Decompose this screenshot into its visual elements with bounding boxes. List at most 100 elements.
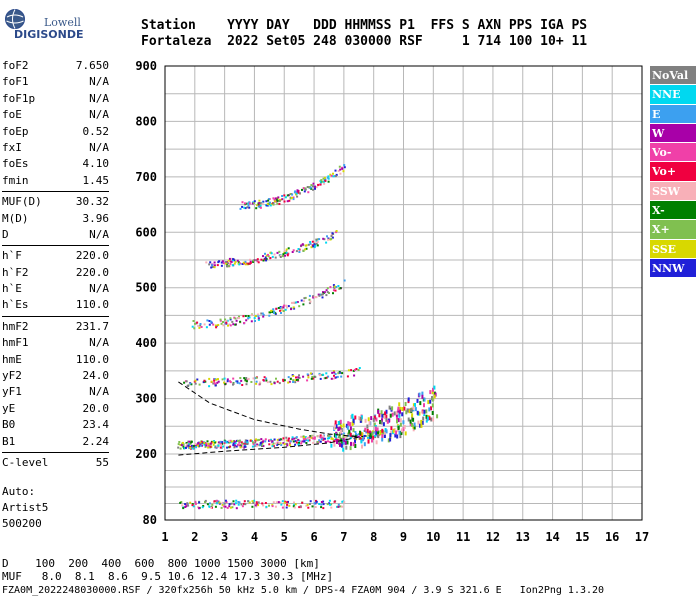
- param-value: N/A: [89, 282, 109, 296]
- echo-point: [326, 287, 329, 290]
- echo-point: [214, 384, 217, 387]
- param-row: B1 2.24: [2, 434, 109, 450]
- echo-point: [199, 324, 202, 327]
- echo-point: [296, 378, 299, 381]
- echo-point: [213, 379, 216, 382]
- echo-point: [191, 446, 194, 449]
- echo-point: [322, 438, 325, 441]
- echo-point: [315, 500, 318, 503]
- echo-point: [252, 442, 255, 445]
- echo-point: [307, 243, 310, 246]
- echo-point: [286, 194, 289, 197]
- echo-point: [272, 445, 275, 448]
- echo-point: [223, 505, 226, 508]
- echo-point: [339, 172, 342, 175]
- chart-axes: [164, 65, 643, 521]
- echo-point: [220, 446, 223, 449]
- echo-point: [256, 260, 259, 263]
- echo-point: [259, 206, 262, 209]
- echo-point: [389, 433, 392, 438]
- echo-point: [294, 440, 297, 443]
- echo-point: [295, 436, 298, 439]
- echo-point: [275, 307, 278, 310]
- echo-point: [215, 499, 218, 502]
- echo-point: [404, 431, 407, 436]
- echo-point: [209, 261, 212, 264]
- echo-point: [216, 381, 219, 384]
- echo-point: [265, 254, 268, 257]
- echo-point: [339, 436, 342, 439]
- echo-point: [267, 204, 270, 207]
- echo-point: [322, 437, 325, 440]
- echo-point: [338, 165, 341, 168]
- echo-point: [223, 441, 226, 444]
- echo-point: [286, 501, 289, 504]
- echo-point: [305, 442, 308, 444]
- echo-point: [284, 196, 287, 199]
- echo-point: [230, 440, 233, 443]
- echo-point: [282, 253, 285, 256]
- echo-point: [237, 440, 239, 442]
- echo-point: [182, 507, 185, 510]
- echo-point: [322, 373, 325, 376]
- x-tick-label: 16: [605, 530, 619, 544]
- echo-point: [360, 439, 363, 444]
- echo-point: [397, 426, 400, 430]
- echo-point: [270, 309, 273, 312]
- param-divider: [2, 191, 109, 193]
- echo-point: [367, 417, 370, 422]
- echo-point: [240, 503, 243, 506]
- echo-point: [298, 248, 301, 251]
- echo-point: [367, 432, 370, 435]
- echo-point: [349, 426, 352, 431]
- echo-point: [269, 380, 272, 383]
- echo-point: [208, 502, 211, 505]
- echo-point: [366, 428, 369, 433]
- echo-point: [311, 505, 314, 508]
- echo-point: [342, 170, 345, 173]
- echo-point: [320, 501, 323, 503]
- echo-point: [250, 320, 253, 323]
- auto-artist: Artist5: [2, 501, 49, 514]
- echo-point: [253, 200, 256, 203]
- echo-point: [289, 197, 292, 200]
- echo-point: [313, 502, 316, 505]
- param-row: B0 23.4: [2, 417, 109, 433]
- echo-point: [217, 501, 220, 504]
- echo-point: [323, 182, 326, 185]
- echo-point: [303, 190, 306, 193]
- echo-point: [273, 198, 276, 201]
- echo-point: [198, 501, 201, 504]
- echo-point: [346, 435, 349, 438]
- param-name: foE: [2, 108, 22, 122]
- echo-point: [206, 440, 209, 443]
- echo-point: [378, 413, 381, 418]
- echo-point: [278, 200, 281, 203]
- echo-point: [335, 433, 338, 438]
- echo-point: [248, 201, 251, 204]
- echo-point: [311, 240, 314, 243]
- echo-point: [308, 436, 311, 439]
- echo-point: [248, 202, 251, 205]
- echo-point: [376, 427, 379, 432]
- echo-point: [212, 443, 215, 446]
- echo-point: [230, 502, 233, 505]
- echo-point: [288, 380, 291, 383]
- echo-point: [238, 382, 241, 385]
- echo-point: [268, 443, 271, 446]
- echo-point: [328, 433, 331, 436]
- echo-point: [282, 378, 285, 381]
- echo-point: [204, 501, 206, 503]
- echo-point: [247, 204, 250, 207]
- echo-point: [422, 416, 425, 421]
- echo-point: [298, 439, 301, 442]
- echo-point: [214, 505, 217, 508]
- echo-point: [185, 442, 188, 444]
- echo-point: [388, 405, 391, 410]
- echo-point: [179, 443, 182, 446]
- echo-point: [399, 434, 402, 439]
- echo-point: [357, 435, 360, 438]
- echo-point: [304, 436, 307, 439]
- echo-point: [371, 438, 373, 443]
- param-row: foF1p N/A: [2, 91, 109, 107]
